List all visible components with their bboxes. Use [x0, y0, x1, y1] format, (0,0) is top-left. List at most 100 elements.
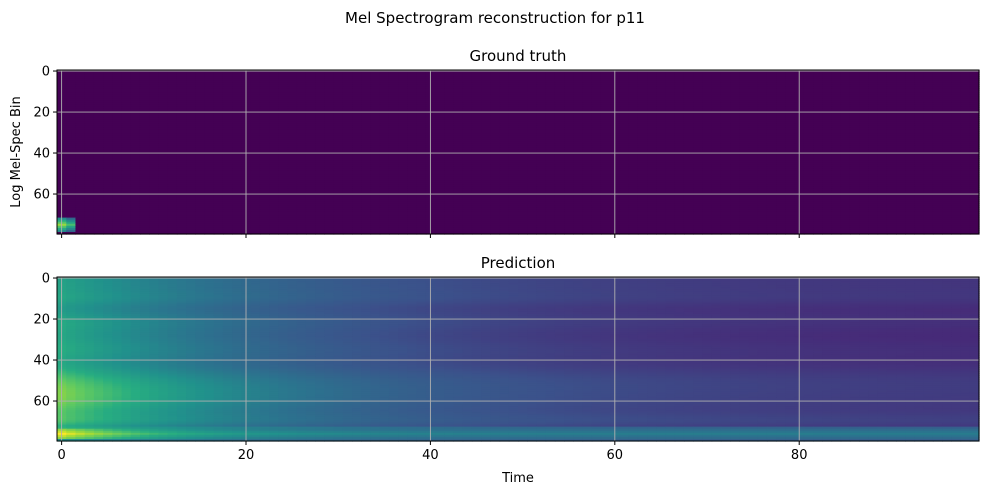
heatmap-cell — [859, 90, 869, 94]
heatmap-cell — [121, 82, 132, 85]
heatmap-cell — [785, 76, 796, 79]
heatmap-cell — [287, 92, 298, 96]
heatmap-cell — [324, 78, 335, 81]
heatmap-cell — [554, 76, 565, 79]
heatmap-cell — [462, 88, 473, 92]
heatmap-cell — [370, 88, 381, 92]
heatmap-cell — [296, 102, 307, 106]
heatmap-cell — [471, 98, 482, 102]
heatmap-cell — [84, 106, 95, 110]
heatmap-cell — [121, 104, 132, 108]
heatmap-cell — [951, 76, 962, 79]
heatmap-cell — [693, 106, 703, 110]
heatmap-cell — [416, 82, 427, 85]
heatmap-cell — [849, 78, 860, 81]
heatmap-cell — [859, 94, 869, 98]
heatmap-cell — [932, 80, 943, 83]
heatmap-cell — [969, 82, 980, 85]
heatmap-cell — [545, 94, 556, 98]
heatmap-cell — [757, 102, 768, 106]
heatmap-cell — [757, 74, 768, 77]
heatmap-cell — [278, 117, 289, 120]
heatmap-cell — [388, 86, 399, 90]
heatmap-cell — [923, 72, 934, 75]
heatmap-cell — [896, 102, 906, 106]
heatmap-cell — [278, 100, 289, 104]
heatmap-cell — [103, 115, 113, 118]
heatmap-cell — [407, 104, 418, 108]
heatmap-cell — [66, 96, 77, 100]
heatmap-cell — [222, 102, 233, 106]
heatmap-cell — [84, 72, 95, 75]
heatmap-cell — [877, 115, 888, 118]
heatmap-cell — [149, 84, 160, 87]
heatmap-cell — [739, 88, 750, 92]
heatmap-cell — [536, 98, 547, 102]
heatmap-cell — [969, 92, 980, 96]
heatmap-cell — [730, 96, 740, 100]
heatmap-cell — [693, 74, 703, 77]
heatmap-cell — [453, 74, 464, 77]
heatmap-cell — [674, 86, 685, 90]
heatmap-cell — [130, 96, 141, 100]
heatmap-cell — [766, 74, 777, 77]
heatmap-cell — [656, 104, 667, 108]
heatmap-cell — [278, 92, 289, 96]
heatmap-cell — [545, 115, 556, 118]
heatmap-cell — [813, 84, 823, 87]
heatmap-cell — [757, 78, 768, 81]
heatmap-cell — [213, 102, 224, 106]
heatmap-cell — [296, 74, 307, 77]
heatmap-cell — [665, 88, 676, 92]
heatmap-cell — [914, 100, 925, 104]
heatmap-cell — [619, 78, 630, 81]
heatmap-cell — [886, 115, 897, 118]
heatmap-cell — [536, 90, 547, 94]
heatmap-cell — [711, 84, 722, 87]
heatmap-cell — [757, 108, 768, 112]
heatmap-cell — [969, 98, 980, 102]
heatmap-cell — [748, 84, 759, 87]
heatmap-cell — [739, 72, 750, 75]
heatmap-cell — [600, 74, 611, 77]
heatmap-cell — [462, 96, 473, 100]
heatmap-cell — [868, 96, 879, 100]
heatmap-cell — [121, 86, 132, 90]
heatmap-cell — [112, 98, 123, 102]
heatmap-cell — [398, 113, 408, 116]
heatmap-cell — [112, 72, 123, 75]
heatmap-cell — [665, 80, 676, 83]
heatmap-cell — [93, 108, 104, 112]
heatmap-cell — [564, 82, 574, 85]
heatmap-cell — [582, 102, 593, 106]
heatmap-cell — [923, 92, 934, 96]
heatmap-cell — [204, 104, 215, 108]
heatmap-cell — [536, 113, 547, 116]
heatmap-cell — [656, 74, 667, 77]
heatmap-cell — [315, 86, 325, 90]
heatmap-cell — [564, 94, 574, 98]
heatmap-cell — [296, 76, 307, 79]
heatmap-cell — [481, 72, 491, 75]
heatmap-cell — [66, 108, 77, 112]
heatmap-cell — [167, 96, 178, 100]
heatmap-cell — [499, 117, 510, 120]
heatmap-cell — [407, 84, 418, 87]
heatmap-cell — [896, 88, 906, 92]
heatmap-cell — [739, 100, 750, 104]
heatmap-cell — [93, 100, 104, 104]
heatmap-cell — [932, 108, 943, 112]
heatmap-cell — [600, 72, 611, 75]
heatmap-cell — [582, 78, 593, 81]
heatmap-cell — [776, 86, 786, 90]
heatmap-cell — [739, 106, 750, 110]
heatmap-cell — [702, 76, 713, 79]
heatmap-cell — [213, 108, 224, 112]
heatmap-cell — [776, 100, 786, 104]
heatmap-cell — [222, 113, 233, 116]
heatmap-cell — [186, 108, 196, 112]
heatmap-cell — [849, 92, 860, 96]
heatmap-cell — [315, 100, 325, 104]
heatmap-cell — [573, 92, 584, 96]
heatmap-cell — [748, 76, 759, 79]
